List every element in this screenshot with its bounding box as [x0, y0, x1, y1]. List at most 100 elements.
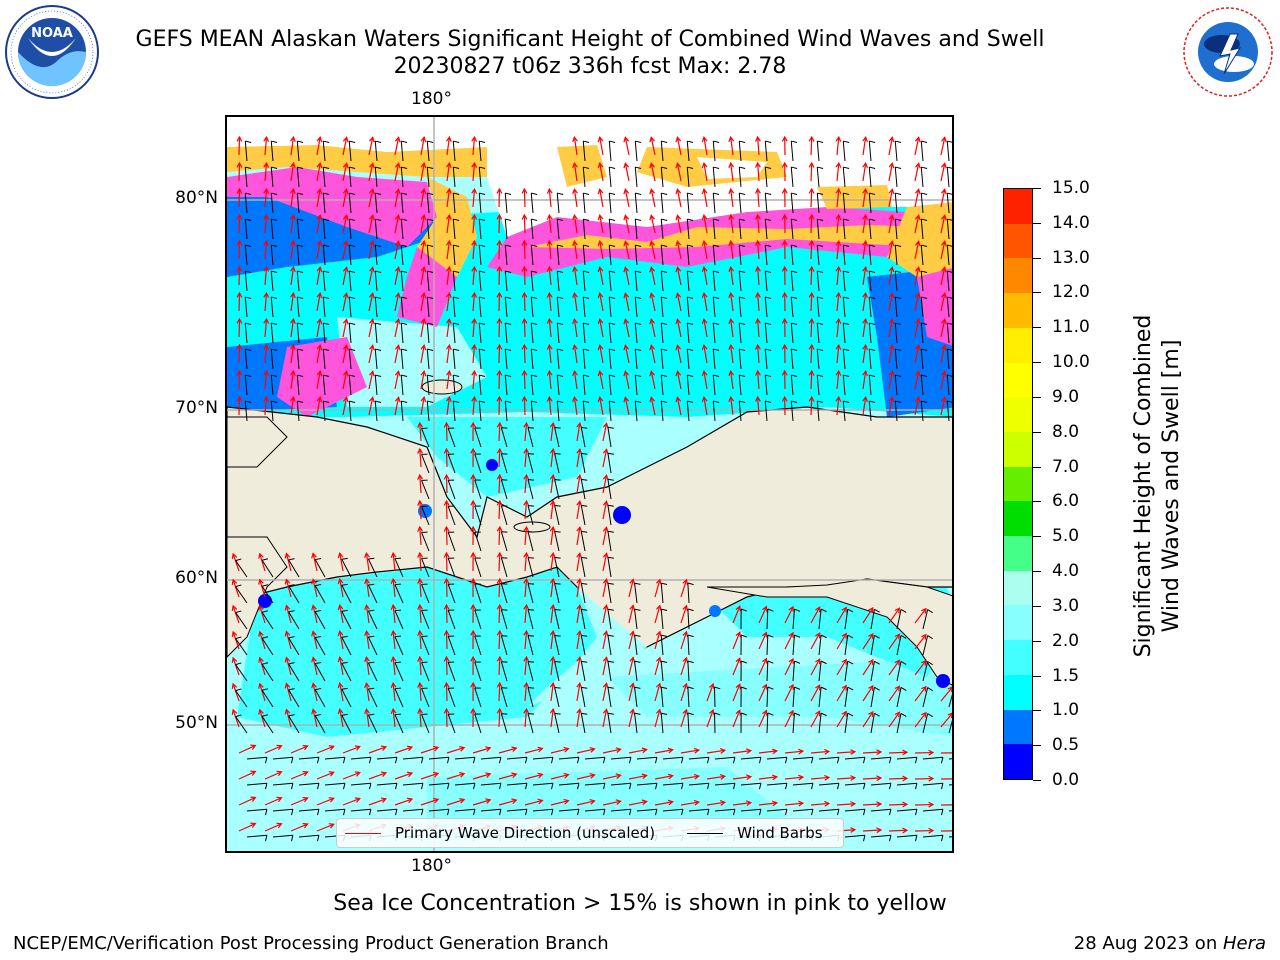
wave-direction-arrow	[572, 213, 578, 234]
wave-direction-arrow	[680, 773, 700, 780]
wave-direction-arrow	[628, 708, 636, 728]
colorbar-tick-label: 6.0	[1052, 491, 1080, 512]
wave-direction-arrow	[337, 552, 344, 572]
wind-barb	[506, 808, 528, 816]
wind-barb	[792, 686, 801, 708]
wave-direction-arrow	[470, 447, 477, 468]
wind-barb	[376, 782, 398, 790]
wave-direction-arrow	[862, 343, 868, 364]
wind-barb	[246, 782, 268, 790]
wind-barb	[421, 661, 430, 682]
wave-direction-arrow	[446, 746, 466, 754]
wave-direction-arrow	[680, 630, 689, 650]
wave-direction-arrow	[701, 162, 708, 182]
wave-direction-arrow	[758, 748, 779, 755]
colorbar-segment	[1004, 223, 1032, 259]
wave-direction-arrow	[755, 395, 761, 416]
wind-barb	[686, 322, 694, 344]
wave-direction-arrow	[940, 292, 947, 312]
wave-direction-arrow	[420, 240, 427, 260]
wave-direction-arrow	[470, 499, 477, 520]
wind-barb	[270, 296, 278, 318]
colorbar-tick-label: 11.0	[1052, 317, 1090, 338]
wave-direction-arrow	[914, 344, 921, 364]
wind-barb	[660, 244, 668, 266]
legend-wind-swatch	[687, 832, 724, 834]
wind-barb	[607, 478, 614, 500]
colorbar-tick-mark	[1033, 327, 1041, 329]
wind-barb	[261, 714, 274, 734]
wave-direction-arrow	[420, 745, 440, 754]
wave-direction-arrow	[316, 396, 323, 416]
wave-direction-arrow	[675, 214, 682, 234]
wave-direction-arrow	[496, 577, 503, 598]
wind-barb	[447, 479, 456, 500]
wave-direction-arrow	[417, 603, 423, 624]
wave-direction-arrow	[231, 708, 240, 728]
wave-direction-arrow	[706, 774, 727, 780]
wind-barb	[687, 582, 694, 604]
wind-barb	[660, 322, 668, 344]
wind-barb	[608, 322, 616, 344]
wave-direction-arrow	[523, 577, 530, 598]
wind-barb	[244, 166, 252, 188]
wave-direction-arrow	[546, 291, 553, 312]
wind-barb	[530, 322, 538, 344]
wave-direction-arrow	[784, 657, 794, 676]
wave-direction-arrow	[394, 396, 401, 416]
wave-direction-arrow	[394, 745, 414, 754]
wind-barb	[686, 270, 694, 292]
wave-direction-arrow	[470, 421, 477, 442]
wave-direction-arrow	[808, 239, 815, 260]
wind-barb	[341, 713, 352, 734]
wind-barb	[687, 712, 694, 734]
wind-barb	[870, 608, 880, 630]
wave-direction-arrow	[342, 240, 349, 260]
wind-barb	[790, 140, 798, 162]
wave-direction-arrow	[546, 369, 553, 390]
wave-direction-arrow	[236, 343, 243, 364]
wave-direction-arrow	[888, 775, 909, 782]
wave-direction-arrow	[472, 772, 492, 780]
wave-direction-arrow	[471, 395, 478, 416]
wind-barb	[246, 808, 268, 816]
wind-barb	[634, 140, 642, 162]
wind-barb	[452, 348, 460, 370]
wind-barb	[792, 634, 801, 656]
wind-barb	[766, 608, 774, 630]
wind-barb	[530, 270, 538, 292]
wave-direction-arrow	[784, 605, 794, 624]
wind-barb	[367, 661, 378, 682]
noaa-logo: NOAA	[4, 4, 100, 100]
shallow-patch-6	[936, 674, 950, 688]
wind-barb	[500, 687, 508, 708]
wind-barb	[530, 374, 538, 396]
wind-barb	[712, 218, 720, 240]
wave-direction-arrow	[496, 213, 503, 234]
wind-barb	[421, 427, 430, 448]
wind-barb	[766, 686, 774, 708]
wave-direction-arrow	[417, 551, 423, 572]
wind-barb	[426, 270, 434, 292]
wave-direction-arrow	[549, 525, 556, 546]
wind-barb	[636, 808, 658, 816]
wind-barb	[478, 296, 486, 318]
wave-direction-arrow	[289, 369, 296, 390]
wave-direction-arrow	[808, 135, 815, 156]
wind-barb	[447, 453, 456, 474]
wave-direction-arrow	[470, 681, 477, 702]
wind-barb	[948, 720, 952, 734]
wave-direction-arrow	[914, 266, 921, 286]
wave-direction-arrow	[572, 187, 578, 208]
wave-direction-arrow	[675, 370, 682, 390]
wave-direction-arrow	[597, 396, 604, 416]
colorbar-tick-mark	[1033, 362, 1041, 364]
wave-direction-arrow	[862, 632, 874, 650]
wind-barb	[816, 374, 824, 396]
wave-direction-arrow	[284, 578, 292, 598]
wind-barb	[582, 296, 590, 318]
wind-barb	[662, 756, 684, 764]
wind-barb	[288, 584, 300, 604]
wind-barb	[532, 782, 554, 790]
wind-barb	[348, 348, 356, 370]
